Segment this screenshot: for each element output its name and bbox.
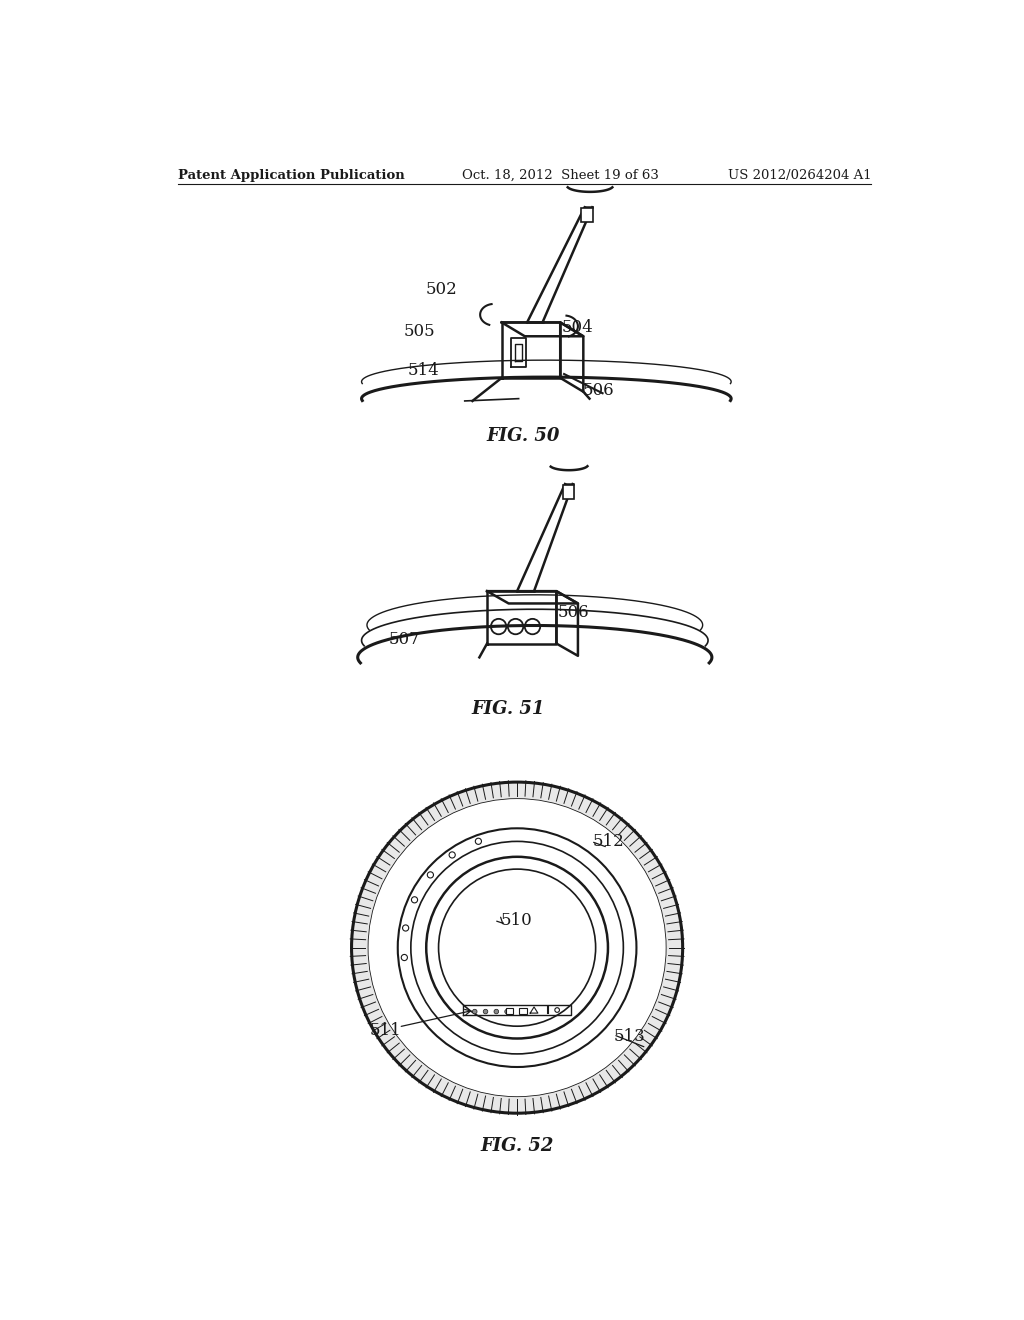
Text: Oct. 18, 2012  Sheet 19 of 63: Oct. 18, 2012 Sheet 19 of 63 (462, 169, 658, 182)
Circle shape (369, 799, 666, 1096)
Text: 512: 512 (593, 833, 625, 850)
Text: US 2012/0264204 A1: US 2012/0264204 A1 (728, 169, 871, 182)
Text: FIG. 52: FIG. 52 (480, 1138, 554, 1155)
Text: FIG. 51: FIG. 51 (471, 700, 545, 718)
Circle shape (494, 1010, 499, 1014)
Text: 504: 504 (562, 319, 594, 337)
Circle shape (483, 1010, 487, 1014)
Circle shape (352, 783, 682, 1113)
Text: 506: 506 (558, 605, 590, 622)
Bar (581, 209, 593, 222)
Text: 514: 514 (408, 362, 439, 379)
Text: 513: 513 (613, 1028, 645, 1044)
Text: 511: 511 (370, 1022, 401, 1039)
Circle shape (505, 1010, 509, 1014)
Text: Patent Application Publication: Patent Application Publication (178, 169, 406, 182)
Text: 507: 507 (388, 631, 420, 648)
Circle shape (472, 1010, 477, 1014)
Text: 506: 506 (583, 383, 614, 400)
Bar (506, 1007, 513, 1014)
Text: 502: 502 (425, 281, 458, 298)
Text: 505: 505 (403, 323, 435, 341)
Text: 510: 510 (500, 912, 531, 929)
Bar (519, 1007, 527, 1014)
Bar (562, 484, 574, 499)
Text: FIG. 50: FIG. 50 (486, 426, 560, 445)
